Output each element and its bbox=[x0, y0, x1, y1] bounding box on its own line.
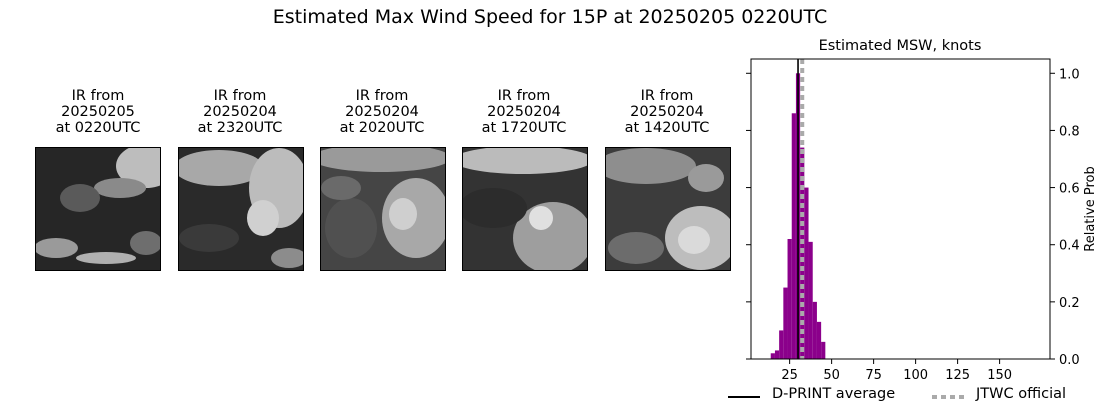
ir-panel-title: IR from 20250204 at 1420UTC bbox=[624, 88, 710, 136]
histogram-bar bbox=[783, 287, 788, 359]
histogram-bar bbox=[774, 350, 780, 359]
x-tick-label: 100 bbox=[903, 368, 928, 383]
ir-satellite-image bbox=[320, 147, 446, 271]
histogram-bar bbox=[821, 341, 826, 359]
y-tick-label: 0.6 bbox=[1059, 182, 1080, 197]
x-tick-label: 150 bbox=[987, 368, 1012, 383]
y-axis-label: Relative Prob bbox=[1083, 166, 1098, 251]
ir-panel-5: IR from 20250204 at 1420UTC bbox=[597, 88, 737, 271]
ir-satellite-image bbox=[605, 147, 731, 271]
figure-title: Estimated Max Wind Speed for 15P at 2025… bbox=[272, 6, 828, 28]
ir-panel-title: IR from 20250204 at 2320UTC bbox=[197, 88, 283, 136]
plot-frame bbox=[750, 58, 1051, 360]
ir-panel-2: IR from 20250204 at 2320UTC bbox=[170, 88, 310, 271]
legend-label-dprint: D-PRINT average bbox=[772, 386, 896, 402]
y-tick-label: 0.8 bbox=[1059, 124, 1080, 139]
ir-panel-title: IR from 20250204 at 1720UTC bbox=[481, 88, 567, 136]
histogram-bar bbox=[808, 241, 813, 359]
x-tick-label: 75 bbox=[865, 368, 882, 383]
legend-label-jtwc: JTWC official bbox=[976, 386, 1067, 402]
histogram-bar bbox=[787, 239, 792, 359]
y-tick-label: 0.4 bbox=[1059, 239, 1080, 254]
y-tick-label: 0.2 bbox=[1059, 296, 1080, 311]
ir-satellite-image bbox=[462, 147, 588, 271]
y-axis: 0.0 0.2 0.4 0.6 0.8 1.0 bbox=[746, 67, 1080, 368]
histogram-bar bbox=[812, 301, 817, 359]
histogram-bar bbox=[800, 147, 805, 359]
x-tick-label: 50 bbox=[823, 368, 840, 383]
chart-title: Estimated MSW, knots bbox=[819, 38, 982, 54]
y-tick-label: 0.0 bbox=[1059, 353, 1080, 368]
histogram-bar bbox=[779, 330, 784, 359]
ir-panel-3: IR from 20250204 at 2020UTC bbox=[312, 88, 452, 271]
x-tick-label: 125 bbox=[945, 368, 970, 383]
y-tick-label: 1.0 bbox=[1059, 67, 1080, 82]
x-axis: 25 50 75 100 125 150 bbox=[781, 359, 1012, 383]
x-tick-label: 25 bbox=[781, 368, 798, 383]
ir-satellite-image bbox=[178, 147, 304, 271]
histogram-bar bbox=[770, 353, 775, 359]
ir-panel-1: IR from 20250205 at 0220UTC bbox=[28, 88, 168, 271]
reference-lines bbox=[797, 59, 805, 359]
histogram-bar bbox=[816, 321, 822, 359]
ir-panel-title: IR from 20250205 at 0220UTC bbox=[55, 88, 141, 136]
ir-satellite-image bbox=[35, 147, 161, 271]
histogram-bar bbox=[804, 187, 809, 359]
histogram-bar bbox=[791, 113, 796, 360]
ir-panel-title: IR from 20250204 at 2020UTC bbox=[339, 88, 425, 136]
ir-panel-4: IR from 20250204 at 1720UTC bbox=[454, 88, 594, 271]
